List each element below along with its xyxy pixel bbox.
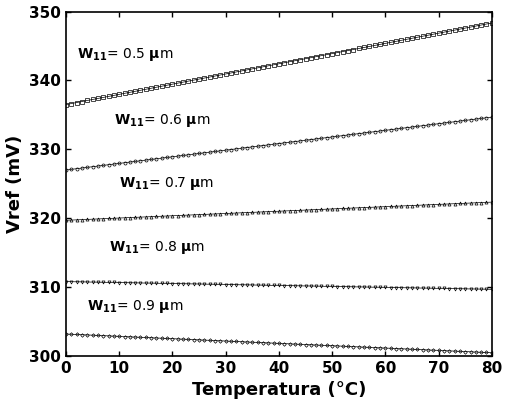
Text: $\mathbf{W_{11}}$= 0.9 $\mathbf{\mu}$m: $\mathbf{W_{11}}$= 0.9 $\mathbf{\mu}$m: [87, 298, 184, 315]
Text: $\mathbf{W_{11}}$= 0.8 $\mathbf{\mu}$m: $\mathbf{W_{11}}$= 0.8 $\mathbf{\mu}$m: [109, 239, 205, 256]
Text: $\mathbf{W_{11}}$= 0.6 $\mathbf{\mu}$m: $\mathbf{W_{11}}$= 0.6 $\mathbf{\mu}$m: [114, 112, 210, 129]
Y-axis label: Vref (mV): Vref (mV): [6, 135, 23, 233]
X-axis label: Temperatura (°C): Temperatura (°C): [192, 382, 366, 399]
Text: $\mathbf{W_{11}}$= 0.7 $\mathbf{\mu}$m: $\mathbf{W_{11}}$= 0.7 $\mathbf{\mu}$m: [119, 175, 214, 192]
Text: $\mathbf{W_{11}}$= 0.5 $\mathbf{\mu}$m: $\mathbf{W_{11}}$= 0.5 $\mathbf{\mu}$m: [77, 46, 173, 63]
